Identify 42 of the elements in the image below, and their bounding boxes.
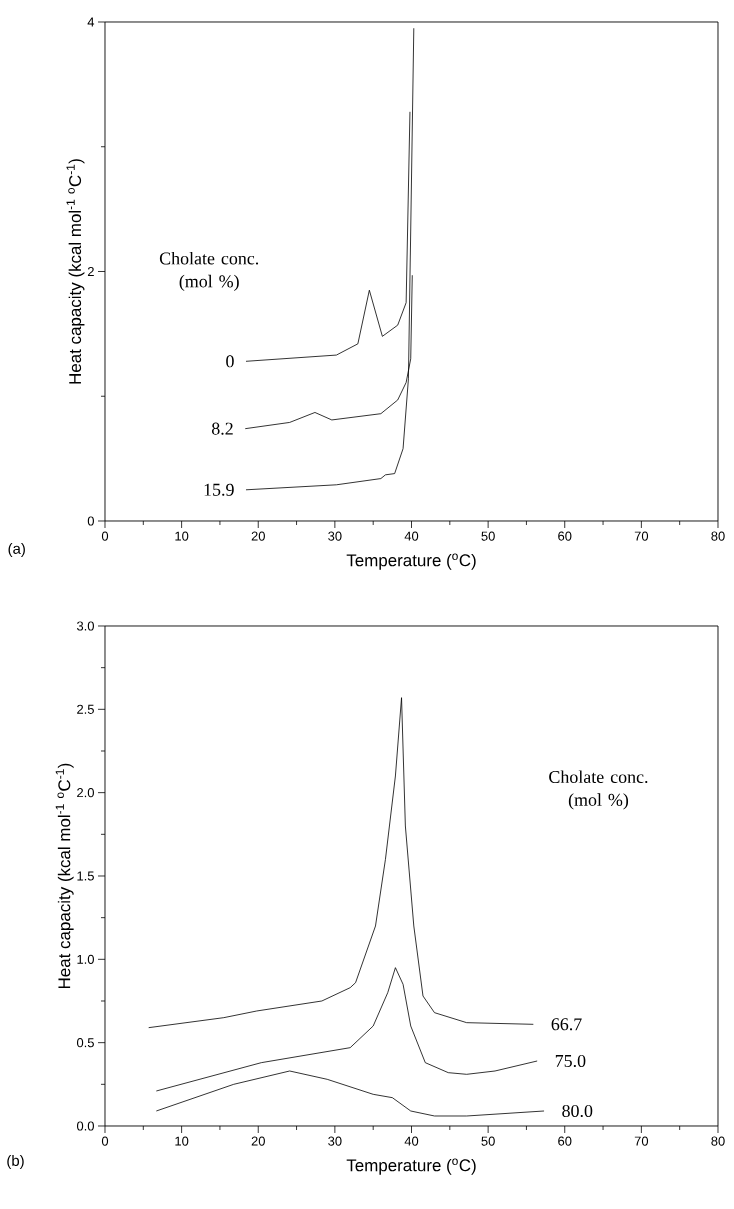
x-tick-label: 40 (404, 1136, 419, 1146)
x-tick-label: 20 (251, 531, 265, 541)
series-label: 0 (226, 355, 234, 368)
series-label: 15.9 (204, 483, 234, 496)
x-tick-label: 20 (251, 1136, 265, 1146)
y-tick-label: 0 (87, 516, 94, 526)
x-tick-label: 60 (558, 1136, 572, 1146)
x-tick-label: 0 (101, 531, 109, 541)
y-tick-label: 1.5 (77, 871, 94, 881)
x-tick-label: 80 (711, 1136, 725, 1146)
series-label: 8.2 (211, 422, 233, 435)
y-tick-label: 0.0 (76, 1121, 94, 1131)
y-axis-title: Heat capacity (kcal mol$^{-1 o}$C$^{-1}$) (55, 763, 74, 989)
x-tick-label: 80 (711, 531, 725, 541)
x-tick-label: 70 (634, 531, 649, 541)
legend-title: Cholate conc. (mol %) (159, 251, 259, 292)
y-tick-label: 0.5 (76, 1038, 94, 1048)
x-axis-title: Temperature ($^{o}$C) (346, 1158, 476, 1175)
series-label: 66.7 (551, 1018, 582, 1031)
text: (b) (7, 1155, 24, 1169)
y-axis-title: Heat capacity (kcal mol$^{-1 o}$C$^{-1}$) (66, 159, 85, 384)
y-tick-label: 2.0 (77, 788, 94, 798)
y-tick-label: 4 (87, 17, 95, 27)
x-axis-title: Temperature ($^{o}$C) (346, 553, 476, 570)
x-tick-label: 70 (634, 1136, 649, 1146)
y-tick-label: 2.5 (77, 704, 94, 714)
y-tick-label: 1.0 (77, 954, 94, 964)
x-tick-label: 50 (481, 531, 495, 541)
y-tick-label: 3.0 (76, 621, 94, 631)
x-tick-label: 0 (101, 1136, 109, 1146)
x-tick-label: 30 (328, 1136, 342, 1146)
text: (a) (8, 542, 25, 557)
x-tick-label: 40 (404, 531, 419, 541)
series-label: 75.0 (555, 1054, 586, 1068)
x-tick-label: 30 (328, 531, 342, 541)
x-tick-label: 60 (558, 531, 572, 541)
y-tick-label: 2 (87, 266, 94, 277)
x-tick-label: 10 (175, 531, 189, 541)
legend-title: Cholate conc. (mol %) (549, 770, 648, 810)
x-tick-label: 10 (175, 1136, 189, 1146)
series-label: 80.0 (562, 1104, 593, 1118)
x-tick-label: 50 (481, 1136, 495, 1146)
